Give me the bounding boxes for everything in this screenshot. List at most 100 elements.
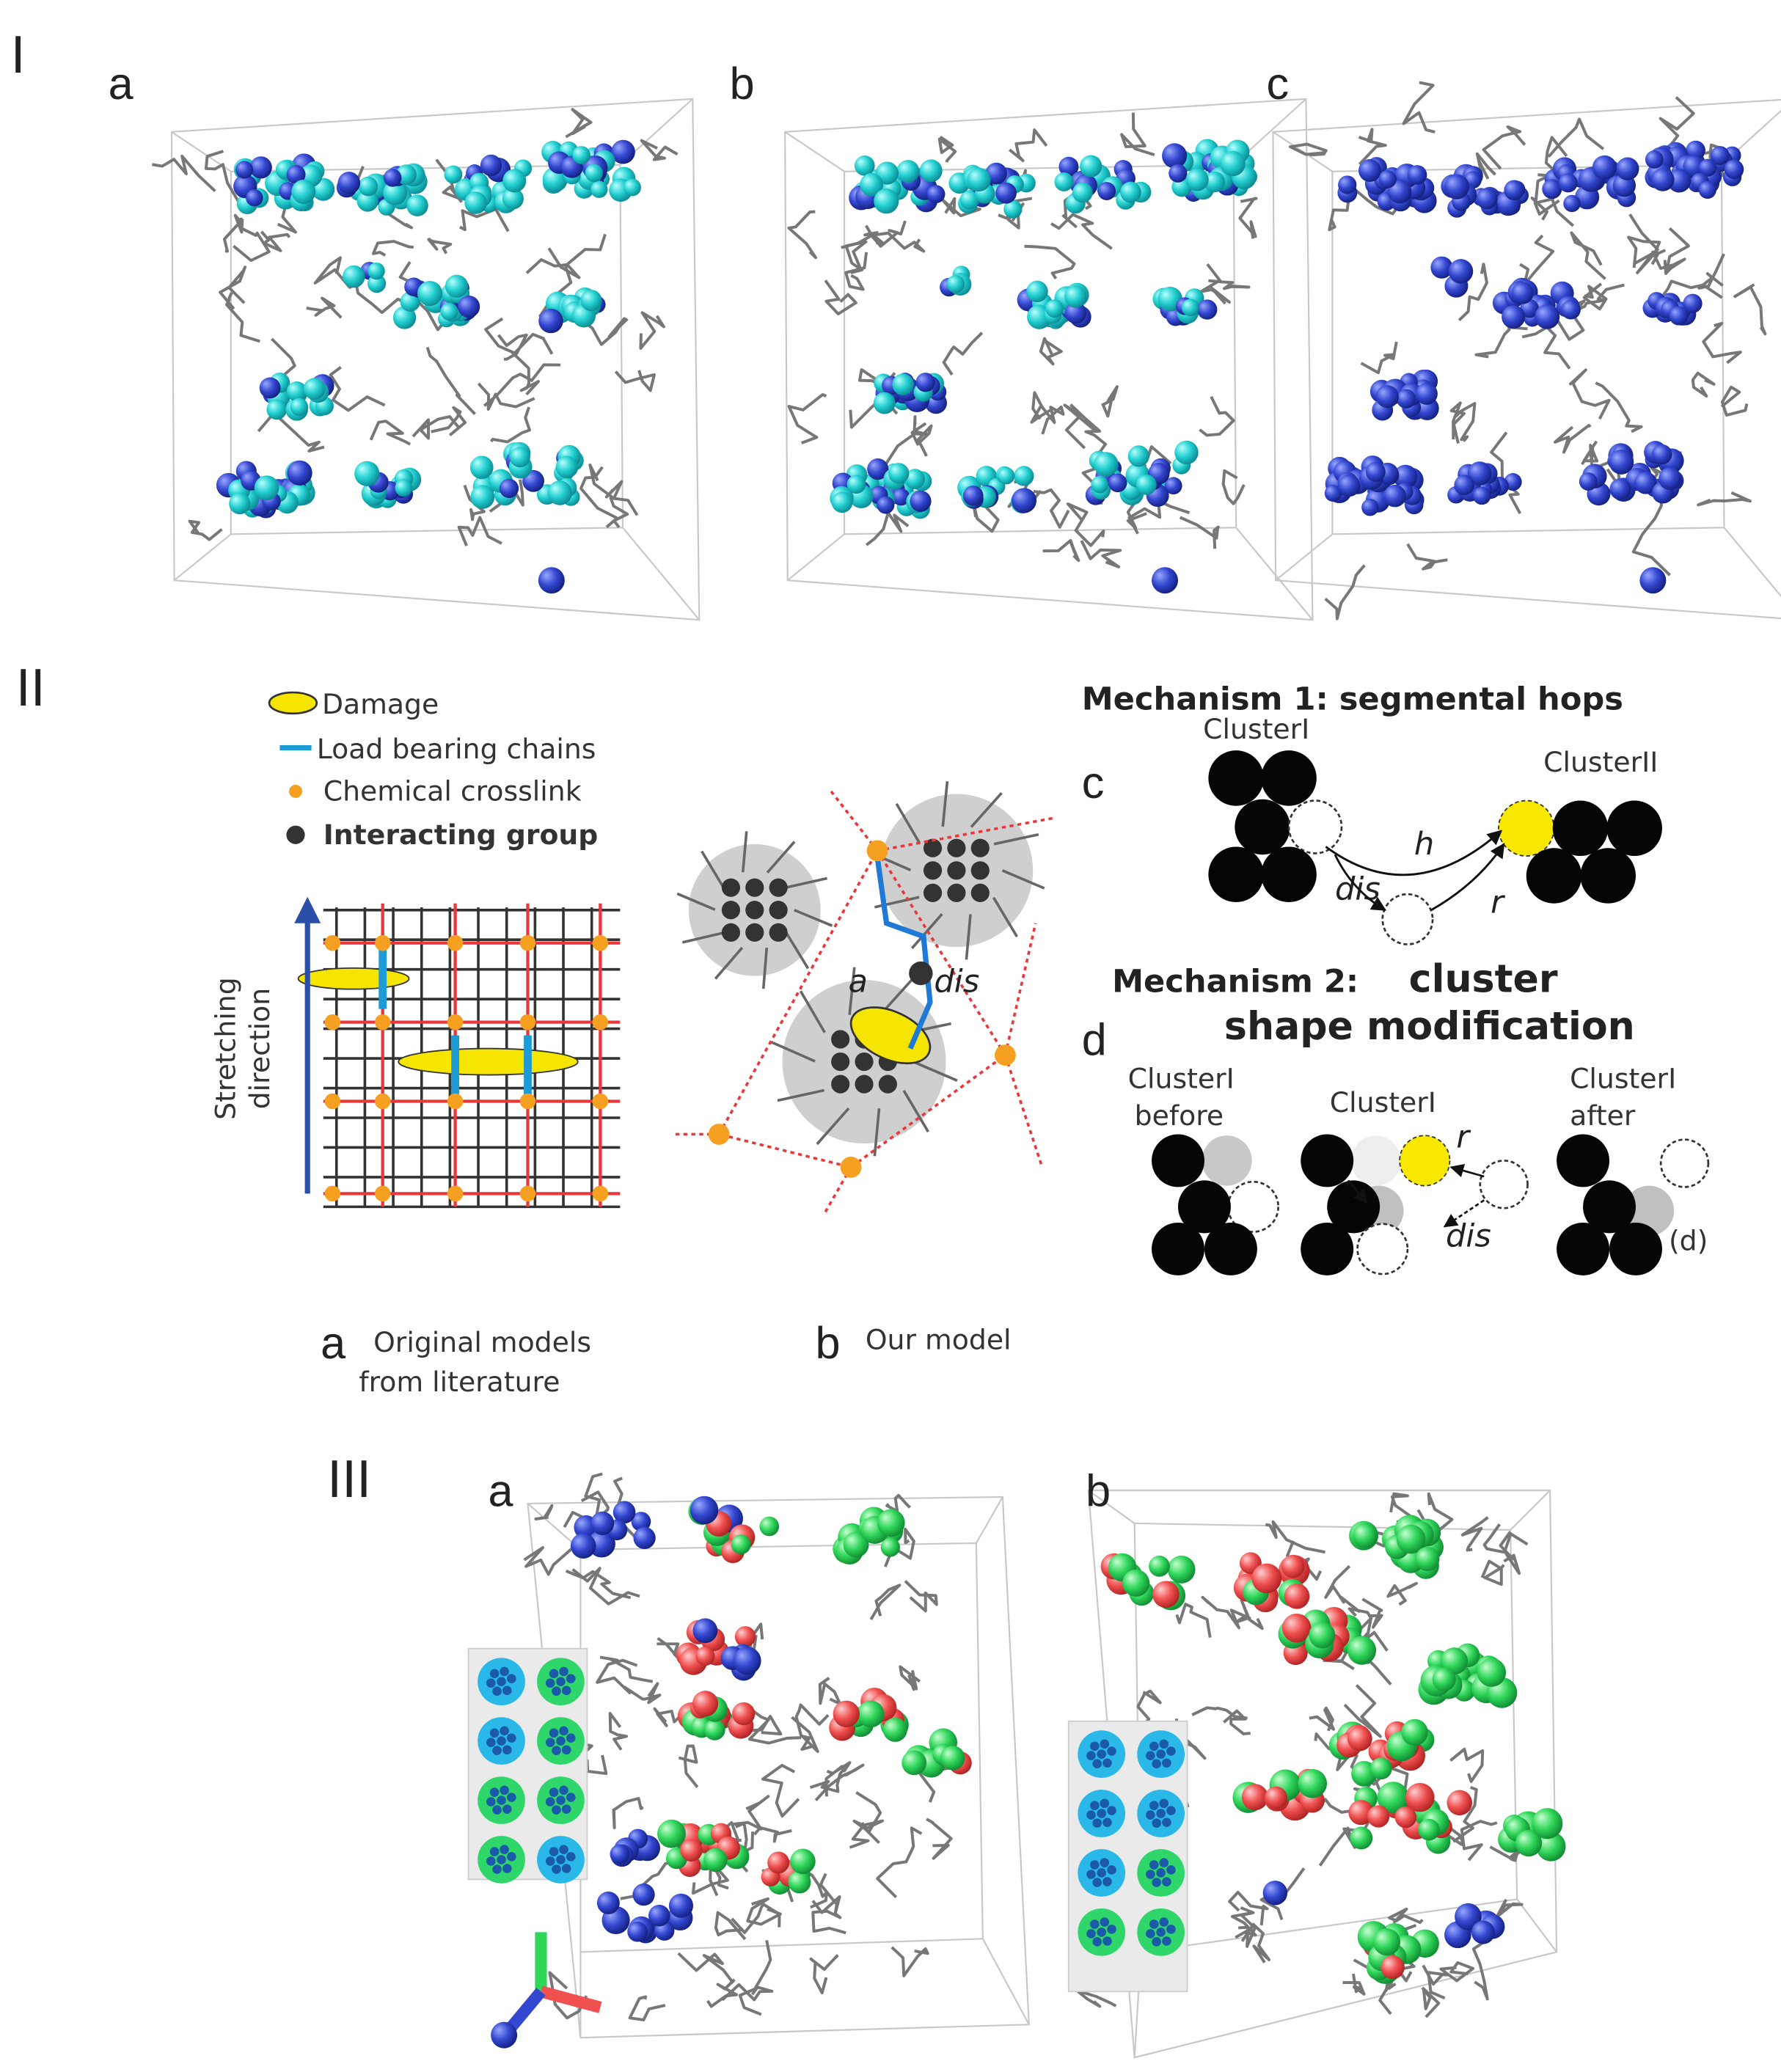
bead <box>1467 461 1492 486</box>
chain <box>1665 227 1690 273</box>
crosslink <box>840 1157 862 1178</box>
chain <box>1499 1531 1521 1575</box>
bead <box>610 1844 630 1864</box>
subpanel-label: a <box>109 59 134 109</box>
chain <box>899 1665 921 1691</box>
inset-group <box>1100 1917 1110 1927</box>
chain <box>565 108 593 139</box>
bead <box>1338 474 1361 497</box>
bead <box>940 1746 965 1771</box>
inset-group <box>492 1686 502 1696</box>
group <box>1580 848 1636 904</box>
group <box>1526 848 1582 904</box>
inset-group <box>556 1795 566 1805</box>
chain <box>747 1705 802 1745</box>
inset-group <box>500 1666 509 1677</box>
bead <box>1372 1928 1401 1956</box>
chain <box>1691 371 1716 398</box>
chain <box>1221 469 1246 505</box>
damage <box>297 967 410 990</box>
inset-group <box>1149 1801 1159 1810</box>
inset-group <box>486 1678 496 1688</box>
inset-group <box>1149 1919 1159 1929</box>
mechanism-title: Mechanism 2: <box>1112 963 1358 1000</box>
chain <box>1001 869 1045 890</box>
bead <box>1609 450 1634 475</box>
bead <box>249 156 272 179</box>
bead <box>1014 466 1034 486</box>
group <box>831 1075 850 1094</box>
bead <box>632 1884 655 1906</box>
crosslink <box>866 840 888 862</box>
diagram-label: dis <box>934 963 979 1000</box>
bead <box>915 373 935 392</box>
inset-group <box>1107 1865 1116 1875</box>
bead <box>585 164 603 183</box>
chain <box>844 252 868 291</box>
chain <box>794 909 833 927</box>
bead <box>1120 181 1141 203</box>
mechanism-title: shape modification <box>1224 1005 1635 1049</box>
simulation-snapshots <box>152 81 1781 2059</box>
chain <box>965 914 972 960</box>
chain <box>1061 188 1092 228</box>
chain <box>681 931 723 944</box>
mechanism-letter: c <box>1082 758 1105 808</box>
chain <box>412 415 461 440</box>
crosslink <box>324 1093 341 1110</box>
bead <box>1444 174 1470 199</box>
inset-group <box>1107 1925 1116 1934</box>
bead <box>502 169 527 193</box>
chain <box>628 1995 666 2021</box>
bead <box>896 160 920 183</box>
crosslink <box>592 1093 609 1110</box>
axis-glyph <box>503 1988 546 2035</box>
chain <box>1519 234 1555 286</box>
bead <box>1181 299 1199 317</box>
bead <box>354 461 380 486</box>
group <box>1178 1180 1231 1234</box>
chain <box>313 256 362 289</box>
crosslink <box>447 1093 464 1110</box>
chain <box>777 1088 825 1102</box>
bead <box>1375 385 1399 409</box>
inset-group <box>556 1855 566 1864</box>
bead <box>1683 155 1705 177</box>
bead <box>509 447 530 468</box>
chain <box>1228 1890 1269 1926</box>
cluster-label: ClusterI <box>1330 1086 1436 1119</box>
bead <box>286 381 307 402</box>
crosslink <box>592 1014 609 1030</box>
bead <box>445 274 469 298</box>
bead <box>464 191 487 214</box>
chain <box>941 781 949 827</box>
group <box>1204 1222 1257 1275</box>
chain <box>1471 1936 1492 2001</box>
bead <box>1003 199 1023 219</box>
bead <box>1472 486 1491 505</box>
chain <box>1063 403 1097 450</box>
bead <box>1108 473 1127 493</box>
chain <box>714 946 744 980</box>
bead <box>1347 1636 1377 1665</box>
crosslink <box>519 934 536 951</box>
chain <box>818 1677 842 1705</box>
inset-group <box>1107 1806 1116 1815</box>
chain <box>787 210 818 260</box>
chain <box>1406 543 1448 571</box>
chain <box>1720 385 1749 417</box>
chain <box>791 1716 819 1754</box>
group <box>1235 799 1290 855</box>
chain <box>525 247 581 279</box>
chain <box>329 366 386 412</box>
bead <box>1448 259 1474 284</box>
inset-group <box>1149 1741 1159 1751</box>
bead <box>1097 182 1116 200</box>
bead <box>1710 146 1730 165</box>
inset-group <box>549 1669 559 1679</box>
bead <box>444 165 463 184</box>
bead <box>392 306 417 329</box>
bead <box>1220 150 1246 177</box>
network-strand <box>717 848 1007 1169</box>
chain <box>588 463 623 500</box>
